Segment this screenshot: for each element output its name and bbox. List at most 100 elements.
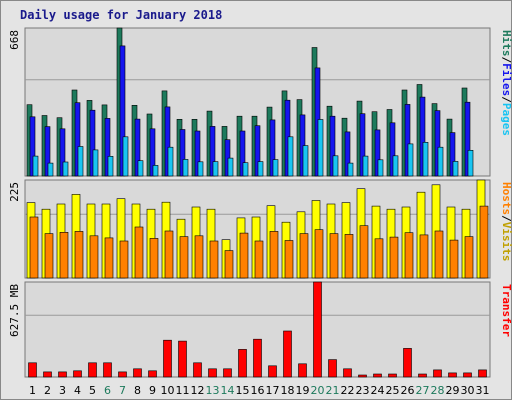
- bar-transfer-day-3: [58, 371, 67, 378]
- bar-hosts-day-6: [104, 237, 114, 279]
- bar-files-day-2: [44, 126, 51, 177]
- bar-pages-day-10: [167, 146, 174, 177]
- bar-hosts-day-13: [209, 240, 219, 279]
- day-label-3: 3: [59, 384, 66, 397]
- bar-files-day-7: [119, 45, 126, 177]
- bar-transfer-day-5: [88, 362, 97, 378]
- bar-pages-day-22: [347, 162, 354, 177]
- legend-part: /: [500, 96, 512, 103]
- bar-hosts-day-3: [59, 232, 69, 279]
- panel-1-ymax-label: 668: [8, 30, 21, 50]
- bar-files-day-8: [134, 118, 141, 177]
- bar-pages-day-12: [197, 161, 204, 177]
- bar-transfer-day-15: [238, 349, 247, 378]
- bar-hosts-day-18: [284, 240, 294, 279]
- day-label-17: 17: [266, 384, 280, 397]
- bar-files-day-9: [149, 128, 156, 177]
- bar-files-day-15: [239, 130, 246, 177]
- day-label-22: 22: [341, 384, 355, 397]
- bar-files-day-29: [449, 132, 456, 177]
- bar-pages-day-1: [32, 155, 39, 177]
- bar-pages-day-5: [92, 149, 99, 177]
- bar-hosts-day-25: [389, 236, 399, 279]
- panel-2-legend-label: Hosts/Visits: [500, 182, 512, 262]
- bar-transfer-day-30: [463, 372, 472, 378]
- bar-hosts-day-10: [164, 230, 174, 279]
- bar-pages-day-17: [272, 159, 279, 177]
- day-label-29: 29: [446, 384, 460, 397]
- panel-3-legend-label: Transfer: [500, 284, 512, 337]
- bar-files-day-6: [104, 118, 111, 177]
- day-label-24: 24: [371, 384, 385, 397]
- bar-hosts-day-20: [314, 229, 324, 279]
- bar-transfer-day-10: [163, 339, 172, 378]
- bar-hosts-day-30: [464, 236, 474, 279]
- bar-transfer-day-12: [193, 362, 202, 378]
- bar-transfer-day-13: [208, 368, 217, 378]
- bar-transfer-day-4: [73, 370, 82, 378]
- day-label-11: 11: [176, 384, 190, 397]
- bar-pages-day-4: [77, 146, 84, 177]
- bar-transfer-day-29: [448, 372, 457, 378]
- bar-hosts-day-17: [269, 231, 279, 279]
- bar-pages-day-27: [422, 142, 429, 177]
- day-label-6: 6: [104, 384, 111, 397]
- bar-pages-day-11: [182, 159, 189, 177]
- bar-files-day-28: [434, 110, 441, 177]
- bar-files-day-3: [59, 128, 66, 177]
- day-label-15: 15: [236, 384, 250, 397]
- bar-transfer-day-7: [118, 371, 127, 378]
- bar-files-day-1: [29, 116, 36, 177]
- bar-pages-day-20: [317, 119, 324, 177]
- day-label-16: 16: [251, 384, 265, 397]
- bar-files-day-5: [89, 109, 96, 177]
- bar-hosts-day-14: [224, 250, 234, 279]
- legend-part: Hosts: [500, 182, 512, 215]
- bar-transfer-day-31: [478, 369, 487, 378]
- bar-pages-day-2: [47, 162, 54, 177]
- day-label-14: 14: [221, 384, 235, 397]
- bar-files-day-17: [269, 119, 276, 177]
- bar-pages-day-15: [242, 162, 249, 177]
- day-label-18: 18: [281, 384, 295, 397]
- legend-part: Pages: [500, 103, 512, 136]
- day-label-5: 5: [89, 384, 96, 397]
- bar-pages-day-19: [302, 145, 309, 177]
- bar-transfer-day-18: [283, 330, 292, 378]
- bar-files-day-25: [389, 122, 396, 177]
- bar-hosts-day-29: [449, 239, 459, 279]
- bar-pages-day-25: [392, 155, 399, 177]
- bar-hosts-day-26: [404, 232, 414, 279]
- day-label-27: 27: [416, 384, 430, 397]
- bar-pages-day-6: [107, 156, 114, 177]
- bar-files-day-27: [419, 96, 426, 177]
- bar-transfer-day-26: [403, 348, 412, 378]
- day-label-1: 1: [29, 384, 36, 397]
- legend-part: /: [500, 215, 512, 222]
- bar-hosts-day-12: [194, 235, 204, 279]
- day-label-4: 4: [74, 384, 81, 397]
- bar-pages-day-23: [362, 155, 369, 177]
- day-label-28: 28: [431, 384, 445, 397]
- legend-part: Hits: [500, 30, 512, 57]
- bar-files-day-21: [329, 115, 336, 177]
- bar-transfer-day-9: [148, 370, 157, 378]
- bar-transfer-day-25: [388, 373, 397, 378]
- bar-hosts-day-23: [359, 225, 369, 279]
- bar-hosts-day-15: [239, 232, 249, 279]
- bar-files-day-24: [374, 129, 381, 177]
- panel-3-ymax-label: 627.5 MB: [8, 284, 21, 337]
- bar-files-day-23: [359, 113, 366, 177]
- day-label-26: 26: [401, 384, 415, 397]
- bar-hosts-day-2: [44, 233, 54, 279]
- bar-pages-day-13: [212, 161, 219, 177]
- bar-files-day-11: [179, 129, 186, 177]
- chart-title: Daily usage for January 2018: [20, 8, 222, 22]
- day-label-10: 10: [161, 384, 175, 397]
- bar-transfer-day-2: [43, 371, 52, 378]
- bar-files-day-16: [254, 125, 261, 177]
- bar-pages-day-18: [287, 136, 294, 177]
- bar-transfer-day-11: [178, 340, 187, 378]
- panel-2-ymax-label: 225: [8, 182, 21, 202]
